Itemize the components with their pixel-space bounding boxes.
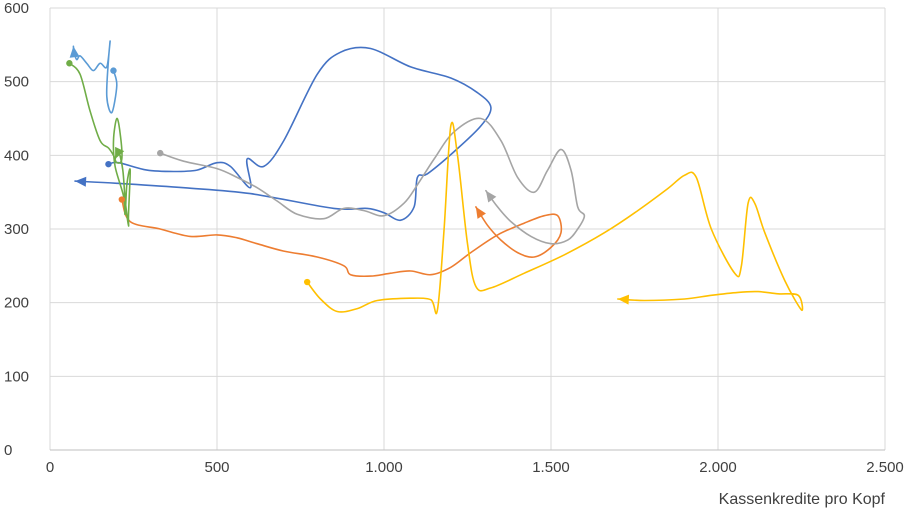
series-line-1 — [74, 46, 492, 222]
y-tick-label: 0 — [4, 442, 12, 459]
x-tick-label: 0 — [46, 459, 54, 476]
series-line-3 — [159, 117, 586, 245]
x-tick-label: 2.000 — [699, 459, 737, 476]
series-end-arrow — [617, 294, 630, 305]
series-start-point — [303, 278, 311, 286]
series-line-4 — [306, 121, 804, 315]
y-tick-label: 400 — [4, 147, 29, 164]
x-axis-title: Kassenkredite pro Kopf — [719, 491, 886, 508]
y-axis-ticks: 0 100 200 300 400 500 600 — [4, 0, 29, 459]
series-start-point — [105, 160, 112, 168]
series-line-2 — [121, 198, 563, 278]
x-tick-label: 1.500 — [532, 459, 570, 476]
series-end-arrow — [115, 146, 125, 160]
x-tick-label: 500 — [204, 459, 229, 476]
x-axis-ticks: 0 500 1.000 1.500 2.000 2.500 — [46, 459, 904, 476]
series-start-point — [157, 149, 164, 157]
series-start-point — [66, 60, 73, 67]
y-tick-label: 500 — [4, 74, 29, 91]
x-tick-label: 2.500 — [866, 459, 904, 476]
series-end-arrow — [485, 190, 497, 203]
y-tick-label: 600 — [4, 0, 29, 17]
series-end-arrow — [475, 206, 486, 219]
series-end-arrow — [69, 46, 80, 58]
grid-lines — [49, 7, 886, 451]
series-markers — [66, 46, 630, 305]
series-end-arrow — [75, 176, 87, 187]
series-start-point — [110, 67, 117, 74]
series-line-5 — [72, 40, 118, 114]
y-tick-label: 300 — [4, 221, 29, 238]
y-tick-label: 200 — [4, 295, 29, 312]
series-line-6 — [68, 62, 132, 227]
y-tick-label: 100 — [4, 368, 29, 385]
series-lines — [68, 40, 804, 315]
series-start-point — [118, 196, 126, 203]
x-tick-label: 1.000 — [365, 459, 403, 476]
